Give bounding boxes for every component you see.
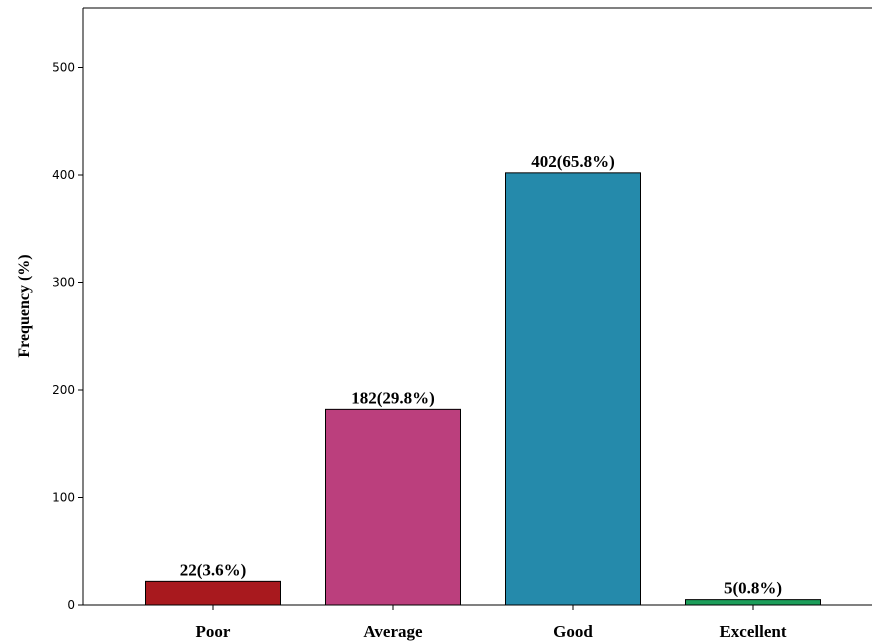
data-label-good: 402(65.8%): [531, 152, 615, 171]
bar-excellent: [685, 599, 821, 606]
category-labels: Poor Average Good Excellent: [196, 605, 787, 641]
bar-average: [325, 408, 461, 606]
y-tick-label: 100: [52, 491, 75, 505]
bar-good: [505, 172, 641, 606]
y-tick-label: 200: [52, 383, 75, 397]
y-ticks: 0 100 200 300 400 500: [52, 61, 83, 612]
data-label-average: 182(29.8%): [351, 388, 435, 407]
x-tick-label-excellent: Excellent: [719, 622, 786, 641]
data-label-poor: 22(3.6%): [180, 560, 247, 579]
y-tick-label: 500: [52, 61, 75, 75]
x-tick-label-poor: Poor: [196, 622, 231, 641]
y-tick-label: 0: [67, 598, 75, 612]
data-labels: 22(3.6%) 182(29.8%) 402(65.8%) 5(0.8%): [180, 152, 782, 598]
bar-poor: [145, 580, 281, 606]
y-tick-label: 400: [52, 168, 75, 182]
x-tick-label-good: Good: [553, 622, 593, 641]
y-tick-label: 300: [52, 276, 75, 290]
data-label-excellent: 5(0.8%): [724, 579, 782, 598]
bars: [145, 172, 821, 606]
axes: [82, 7, 872, 606]
x-tick-label-average: Average: [363, 622, 423, 641]
y-axis-title: Frequency (%): [16, 254, 33, 357]
